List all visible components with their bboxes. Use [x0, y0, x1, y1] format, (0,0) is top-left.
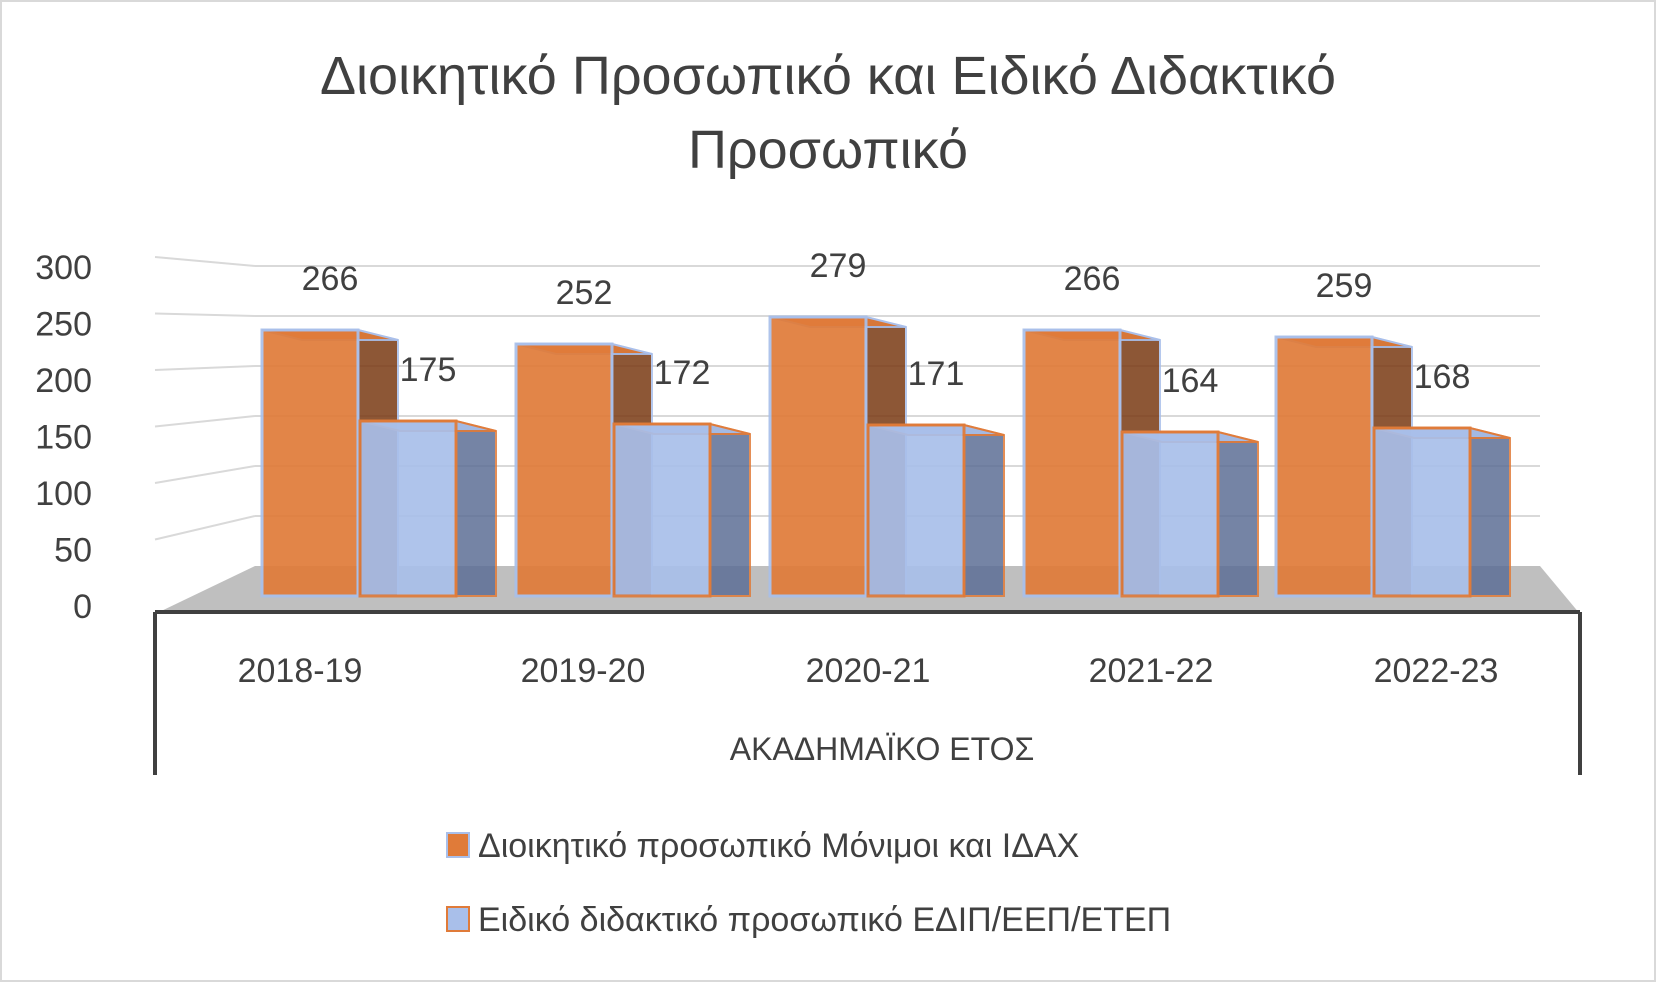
gridline-diagonal — [154, 515, 256, 541]
gridline-diagonal — [154, 365, 256, 371]
bar-series-2-2021-22 — [1120, 430, 1220, 598]
gridline-diagonal — [154, 312, 256, 317]
legend-swatch-series-2 — [446, 906, 470, 932]
data-label-series-1-2019-20: 252 — [556, 274, 613, 312]
gridline-diagonal — [154, 415, 256, 428]
x-axis-title: ΑΚΑΔΗΜΑΪΚΟ ΕΤΟΣ — [730, 731, 1035, 767]
bar-series-1-2022-23 — [1274, 335, 1374, 598]
x-tick-label-2018-19: 2018-19 — [238, 652, 363, 690]
data-labels: 266 175 252 172 279 171 266 164 259 168 — [302, 247, 1471, 400]
bar-side-series-2-2021-22 — [1217, 430, 1259, 597]
gridline-diagonal — [154, 465, 256, 484]
data-label-series-1-2021-22: 266 — [1064, 260, 1121, 298]
bars — [260, 315, 1511, 598]
legend-label-series-1: Διοικητικό προσωπικό Μόνιμοι και ΙΔΑΧ — [478, 827, 1079, 865]
data-label-series-2-2022-23: 168 — [1414, 358, 1471, 396]
legend-swatch-series-1 — [446, 832, 470, 858]
y-axis-ticks: 0 50 100 150 200 250 300 — [35, 249, 92, 626]
legend-item-series-2: Ειδικό διδακτικό προσωπικό ΕΔΙΠ/ΕΕΠ/ΕΤΕΠ — [446, 901, 1171, 939]
bar-side-series-2-2022-23 — [1469, 426, 1511, 597]
y-tick-label: 0 — [73, 588, 92, 626]
data-label-series-2-2018-19: 175 — [400, 351, 457, 389]
x-tick-label-2019-20: 2019-20 — [521, 652, 646, 690]
chart-title-line-1: Διοικητικό Προσωπικό και Ειδικό Διδακτικ… — [320, 46, 1336, 106]
bar-side-series-2-2020-21 — [963, 423, 1005, 597]
bar-series-2-2020-21 — [866, 423, 966, 598]
category-axis: 2018-19 2019-20 2020-21 2021-22 2022-23 — [153, 610, 1582, 775]
bar-series-1-2020-21 — [768, 315, 868, 598]
gridline-diagonal — [154, 256, 256, 267]
legend: Διοικητικό προσωπικό Μόνιμοι και ΙΔΑΧ Ει… — [446, 827, 1171, 939]
bar-side-series-2-2018-19 — [455, 419, 497, 597]
y-tick-label: 250 — [35, 306, 92, 344]
x-tick-label-2020-21: 2020-21 — [806, 652, 931, 690]
data-label-series-1-2020-21: 279 — [810, 247, 867, 285]
bar-side-series-2-2019-20 — [709, 422, 751, 597]
data-label-series-2-2020-21: 171 — [908, 355, 965, 393]
bar-series-2-2022-23 — [1372, 426, 1472, 598]
data-label-series-1-2022-23: 259 — [1316, 267, 1373, 305]
y-tick-label: 50 — [54, 532, 92, 570]
bar-series-2-2019-20 — [612, 422, 712, 598]
y-tick-label: 200 — [35, 362, 92, 400]
bar-series-1-2018-19 — [260, 328, 360, 598]
bar-series-1-2019-20 — [514, 342, 614, 598]
legend-label-series-2: Ειδικό διδακτικό προσωπικό ΕΔΙΠ/ΕΕΠ/ΕΤΕΠ — [478, 901, 1171, 939]
x-tick-label-2022-23: 2022-23 — [1374, 652, 1499, 690]
data-label-series-2-2021-22: 164 — [1162, 362, 1219, 400]
data-label-series-2-2019-20: 172 — [654, 354, 711, 392]
data-label-series-1-2018-19: 266 — [302, 260, 359, 298]
bar-series-1-2021-22 — [1022, 328, 1122, 598]
chart-title-line-2: Προσωπικό — [688, 120, 968, 180]
x-tick-label-2021-22: 2021-22 — [1089, 652, 1214, 690]
y-tick-label: 100 — [35, 475, 92, 513]
y-tick-label: 300 — [35, 249, 92, 287]
y-tick-label: 150 — [35, 419, 92, 457]
bar-series-2-2018-19 — [358, 419, 458, 598]
legend-item-series-1: Διοικητικό προσωπικό Μόνιμοι και ΙΔΑΧ — [446, 827, 1079, 865]
